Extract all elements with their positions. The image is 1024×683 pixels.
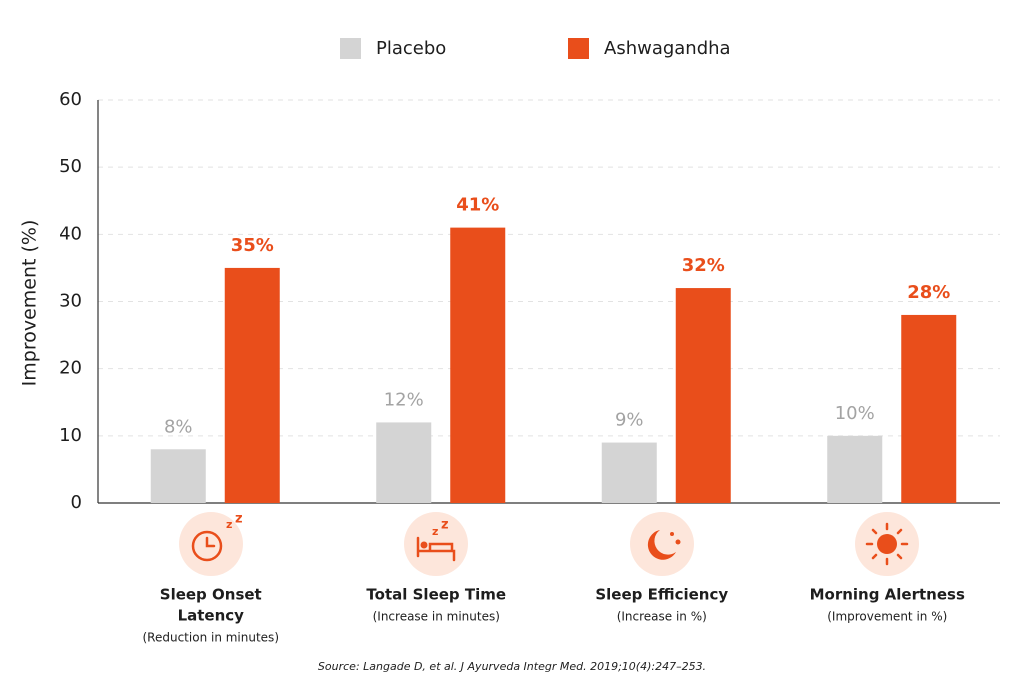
y-tick-label: 30 bbox=[59, 291, 82, 312]
bar bbox=[601, 442, 657, 503]
svg-text:z: z bbox=[441, 518, 449, 533]
y-tick-label: 10 bbox=[59, 425, 82, 446]
value-label: 35% bbox=[231, 235, 274, 256]
x-tick-label: Latency bbox=[178, 607, 245, 625]
source: Source: Langade D, et al. J Ayurveda Int… bbox=[318, 660, 706, 673]
x-tick-label: Sleep Efficiency bbox=[595, 586, 728, 604]
value-label: 10% bbox=[835, 403, 875, 424]
x-tick-label: Total Sleep Time bbox=[366, 586, 506, 604]
x-tick-note: (Increase in minutes) bbox=[373, 610, 500, 624]
x-tick-note: (Reduction in minutes) bbox=[143, 631, 280, 645]
value-label: 8% bbox=[164, 416, 193, 437]
value-label: 12% bbox=[384, 389, 424, 410]
svg-text:z: z bbox=[235, 512, 243, 527]
bar bbox=[827, 435, 883, 503]
legend-label: Placebo bbox=[376, 38, 446, 59]
y-tick-label: 60 bbox=[59, 89, 82, 110]
bar bbox=[450, 227, 506, 503]
legend-label: Ashwagandha bbox=[604, 38, 731, 59]
legend-swatch bbox=[340, 38, 361, 59]
x-tick-label: Sleep Onset bbox=[160, 586, 262, 604]
y-axis-title: Improvement (%) bbox=[19, 220, 41, 387]
legend-swatch bbox=[568, 38, 589, 59]
bar bbox=[675, 288, 731, 503]
value-label: 9% bbox=[615, 410, 644, 431]
value-label: 41% bbox=[456, 195, 499, 216]
y-tick-label: 40 bbox=[59, 223, 82, 244]
x-tick-label: Morning Alertness bbox=[810, 586, 965, 604]
svg-text:z: z bbox=[226, 518, 232, 531]
x-tick-note: (Increase in %) bbox=[617, 610, 707, 624]
y-tick-label: 20 bbox=[59, 358, 82, 379]
y-tick-label: 0 bbox=[71, 492, 82, 513]
svg-text:z: z bbox=[432, 525, 438, 538]
y-tick-label: 50 bbox=[59, 156, 82, 177]
value-label: 32% bbox=[682, 255, 725, 276]
bar bbox=[150, 449, 206, 503]
bar bbox=[224, 267, 280, 503]
bar bbox=[901, 314, 957, 503]
bar bbox=[376, 422, 432, 503]
x-tick-note: (Improvement in %) bbox=[827, 610, 947, 624]
value-label: 28% bbox=[907, 282, 950, 303]
